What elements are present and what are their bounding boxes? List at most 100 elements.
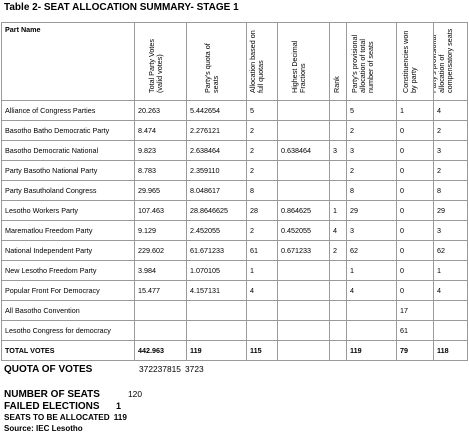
- cell-const: 0: [396, 220, 434, 241]
- cell-quota: 61.671233: [186, 240, 247, 261]
- allocated-value: 119: [113, 413, 127, 422]
- cell-quota: 1.070105: [186, 260, 247, 281]
- cell-votes: 442.963: [134, 340, 187, 361]
- cell-party: TOTAL VOTES: [1, 340, 135, 361]
- header-rank: Rank: [329, 22, 347, 101]
- cell-comp: [433, 300, 468, 321]
- cell-comp: [433, 320, 468, 341]
- cell-party: Party Basotho National Party: [1, 160, 135, 181]
- cell-rank: 4: [329, 220, 347, 241]
- cell-const: 0: [396, 120, 434, 141]
- cell-votes: 9.129: [134, 220, 187, 241]
- table-row: National Independent Party 229.602 61.6712…: [1, 240, 468, 261]
- cell-prov: 5: [346, 100, 397, 121]
- header-decimal-fractions: Highest Decimal Fractions: [277, 22, 330, 101]
- table-row: Marematlou Freedom Party 9.129 2.452055 2 0.…: [1, 220, 468, 241]
- cell-quota: 2.452055: [186, 220, 247, 241]
- cell-full: 1: [246, 260, 278, 281]
- quota-of-votes-line: QUOTA OF VOTES 372237815 3723: [4, 364, 204, 375]
- cell-const: 0: [396, 280, 434, 301]
- cell-party: National Independent Party: [1, 240, 135, 261]
- cell-quota: 119: [186, 340, 247, 361]
- table-row: Lesotho Workers Party 107.463 28.8646625 28…: [1, 200, 468, 221]
- cell-full: 2: [246, 160, 278, 181]
- cell-rank: [329, 340, 347, 361]
- cell-party: Party Basutholand Congress: [1, 180, 135, 201]
- cell-full: 2: [246, 140, 278, 161]
- cell-full: 61: [246, 240, 278, 261]
- table-row: Lesotho Congress for democracy 61: [1, 320, 468, 341]
- cell-prov: 2: [346, 120, 397, 141]
- cell-votes: 9.823: [134, 140, 187, 161]
- cell-comp: 8: [433, 180, 468, 201]
- cell-full: 5: [246, 100, 278, 121]
- cell-frac: 0.671233: [277, 240, 330, 261]
- cell-rank: [329, 180, 347, 201]
- header-provisional-total: Party's provisional allocation of total …: [346, 22, 397, 101]
- header-compensatory: Party's provisional allocation of compen…: [433, 22, 468, 101]
- cell-quota: [186, 300, 247, 321]
- allocated-label: SEATS TO BE ALLOCATED: [4, 413, 110, 422]
- cell-prov: 29: [346, 200, 397, 221]
- cell-frac: 0.638464: [277, 140, 330, 161]
- cell-rank: [329, 260, 347, 281]
- cell-party: New Lesotho Freedom Party: [1, 260, 135, 281]
- failed-label: FAILED ELECTIONS: [4, 401, 100, 412]
- cell-party: All Basotho Convention: [1, 300, 135, 321]
- cell-votes: [134, 320, 187, 341]
- cell-full: 115: [246, 340, 278, 361]
- totals-row: TOTAL VOTES 442.963 119 115 119 79 118: [1, 340, 468, 361]
- cell-rank: 3: [329, 140, 347, 161]
- table-row: Basotho Democratic National 9.823 2.638464…: [1, 140, 468, 161]
- cell-votes: 29.965: [134, 180, 187, 201]
- cell-prov: 3: [346, 140, 397, 161]
- cell-const: 0: [396, 240, 434, 261]
- cell-full: 2: [246, 120, 278, 141]
- cell-frac: [277, 180, 330, 201]
- table-row: Party Basotho National Party 8.783 2.35911…: [1, 160, 468, 181]
- header-party-name: Part Name: [1, 22, 135, 101]
- cell-prov: 119: [346, 340, 397, 361]
- cell-full: 28: [246, 200, 278, 221]
- cell-quota: 2.359110: [186, 160, 247, 181]
- cell-prov: [346, 300, 397, 321]
- cell-prov: 2: [346, 160, 397, 181]
- cell-comp: 118: [433, 340, 468, 361]
- cell-rank: [329, 160, 347, 181]
- seat-allocation-table: Part Name Total Party Votes (valid votes…: [1, 22, 468, 361]
- cell-frac: [277, 280, 330, 301]
- table-row: All Basotho Convention 17: [1, 300, 468, 321]
- cell-full: 2: [246, 220, 278, 241]
- cell-frac: [277, 300, 330, 321]
- cell-prov: 4: [346, 280, 397, 301]
- cell-party: Popular Front For Democracy: [1, 280, 135, 301]
- cell-const: 17: [396, 300, 434, 321]
- number-of-seats-line: NUMBER OF SEATS 120: [4, 389, 142, 400]
- cell-votes: 3.984: [134, 260, 187, 281]
- cell-prov: 8: [346, 180, 397, 201]
- cell-party: Lesotho Workers Party: [1, 200, 135, 221]
- cell-comp: 62: [433, 240, 468, 261]
- source-line: Source: IEC Lesotho: [4, 424, 83, 433]
- cell-votes: 15.477: [134, 280, 187, 301]
- cell-prov: 62: [346, 240, 397, 261]
- cell-frac: [277, 100, 330, 121]
- cell-votes: 8.783: [134, 160, 187, 181]
- cell-rank: [329, 300, 347, 321]
- cell-rank: [329, 320, 347, 341]
- table-row: New Lesotho Freedom Party 3.984 1.070105 1 1…: [1, 260, 468, 281]
- cell-rank: [329, 100, 347, 121]
- seats-label: NUMBER OF SEATS: [4, 389, 100, 400]
- cell-votes: [134, 300, 187, 321]
- cell-comp: 3: [433, 220, 468, 241]
- cell-frac: 0.452055: [277, 220, 330, 241]
- cell-const: 61: [396, 320, 434, 341]
- cell-comp: 1: [433, 260, 468, 281]
- cell-party: Lesotho Congress for democracy: [1, 320, 135, 341]
- seats-allocated-line: SEATS TO BE ALLOCATED 119: [4, 413, 127, 422]
- cell-comp: 4: [433, 100, 468, 121]
- cell-frac: [277, 320, 330, 341]
- cell-quota: 4.157131: [186, 280, 247, 301]
- cell-comp: 2: [433, 120, 468, 141]
- cell-rank: 1: [329, 200, 347, 221]
